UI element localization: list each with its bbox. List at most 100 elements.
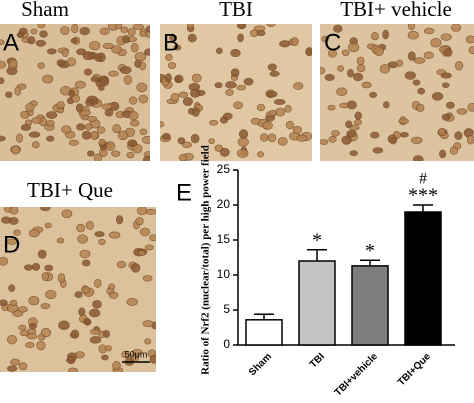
nucleus	[190, 88, 201, 98]
nucleus	[37, 249, 47, 259]
nucleus	[372, 147, 384, 154]
nucleus	[86, 150, 95, 157]
nucleus	[104, 108, 114, 117]
nucleus	[387, 134, 398, 144]
nucleus	[93, 153, 102, 161]
nucleus	[0, 39, 5, 45]
micrograph	[320, 24, 474, 161]
nucleus	[465, 35, 474, 44]
nucleus	[74, 80, 86, 89]
panel-title: TBI+ Que	[27, 178, 113, 202]
nucleus	[181, 141, 193, 149]
nucleus	[164, 73, 172, 83]
nucleus	[139, 227, 150, 237]
nucleus	[135, 217, 144, 226]
nucleus	[0, 256, 9, 266]
nucleus	[126, 297, 138, 306]
nucleus	[454, 131, 463, 140]
nucleus	[85, 123, 93, 131]
nucleus	[136, 207, 148, 216]
nucleus	[441, 113, 451, 121]
nucleus	[369, 91, 378, 98]
nucleus	[412, 79, 421, 86]
nucleus	[145, 25, 150, 33]
nucleus	[450, 24, 462, 32]
nucleus	[284, 105, 292, 113]
nucleus	[66, 57, 77, 67]
nucleus	[117, 130, 129, 141]
nucleus	[225, 89, 234, 96]
nucleus	[56, 101, 65, 110]
nucleus	[182, 97, 193, 106]
nucleus	[112, 361, 121, 371]
nucleus	[88, 308, 101, 318]
nucleus	[56, 237, 65, 244]
nucleus	[411, 136, 423, 144]
nucleus	[36, 340, 46, 351]
nucleus	[99, 27, 110, 36]
micrograph	[0, 207, 156, 372]
nucleus	[98, 138, 106, 146]
nucleus	[28, 295, 40, 306]
nucleus	[138, 94, 149, 104]
nucleus	[8, 284, 16, 292]
bar	[404, 211, 442, 346]
nucleus	[128, 111, 139, 121]
nucleus	[41, 272, 49, 281]
nucleus	[1, 216, 12, 224]
nucleus	[170, 92, 180, 103]
nucleus	[269, 70, 280, 77]
nucleus	[76, 223, 86, 233]
nucleus	[16, 133, 23, 143]
nucleus	[111, 45, 122, 54]
nucleus	[407, 51, 416, 61]
nucleus	[108, 291, 119, 299]
nucleus	[349, 150, 358, 156]
nucleus	[116, 261, 127, 269]
nucleus	[356, 56, 365, 65]
nucleus	[440, 33, 452, 41]
nucleus	[142, 274, 153, 282]
nucleus	[333, 24, 343, 33]
nucleus	[136, 82, 148, 93]
nucleus	[142, 320, 154, 328]
nucleus	[112, 124, 122, 134]
nucleus	[238, 129, 249, 139]
nucleus	[18, 306, 28, 313]
panel-title: Sham	[21, 0, 69, 21]
nucleus	[102, 42, 114, 50]
nucleus	[370, 131, 380, 139]
nucleus	[126, 151, 135, 159]
nucleus	[353, 72, 364, 82]
nucleus	[37, 62, 45, 69]
nucleus	[277, 137, 288, 146]
nucleus	[275, 107, 286, 117]
nucleus	[257, 151, 264, 158]
nucleus	[216, 47, 223, 55]
nucleus	[128, 96, 138, 105]
nucleus	[173, 44, 182, 51]
nucleus	[123, 75, 133, 85]
panel-letter: D	[3, 231, 20, 258]
y-tick-label: 15	[217, 232, 231, 246]
nucleus	[187, 33, 197, 43]
nucleus	[9, 299, 18, 307]
nucleus	[90, 98, 99, 105]
nucleus	[31, 116, 42, 124]
nucleus	[293, 82, 304, 90]
nucleus	[214, 82, 223, 89]
nucleus	[134, 52, 147, 62]
nucleus	[28, 229, 40, 238]
nucleus	[324, 74, 335, 81]
nucleus	[346, 129, 357, 138]
nucleus	[71, 24, 79, 34]
nucleus	[46, 48, 57, 55]
nucleus	[262, 121, 273, 130]
nucleus	[68, 89, 76, 98]
y-tick-label: 5	[223, 302, 230, 316]
nucleus	[30, 28, 38, 35]
nucleus	[46, 111, 58, 119]
nucleus	[31, 141, 40, 149]
nucleus	[0, 135, 6, 142]
nucleus	[331, 130, 340, 137]
